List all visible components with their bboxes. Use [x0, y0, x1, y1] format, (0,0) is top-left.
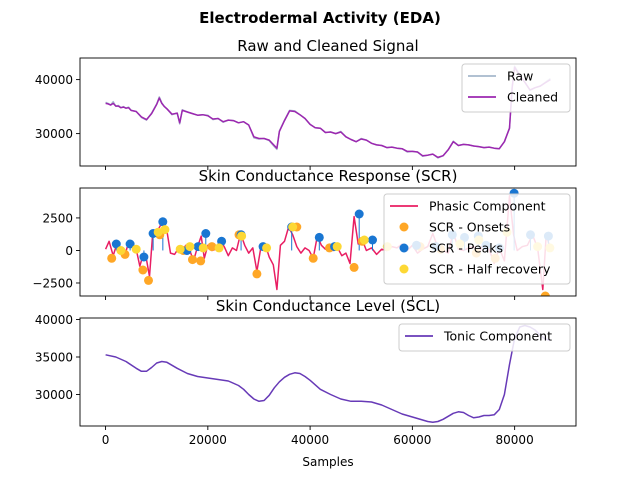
legend-box: [383, 193, 571, 285]
legend-box: [398, 323, 571, 352]
chart-panels: Raw and Cleaned Signal 30000 40000 Raw Clean…: [32, 37, 577, 469]
legend-item-scr-onsets: SCR - Onsets: [399, 220, 510, 235]
legend: Raw Cleaned: [461, 63, 571, 113]
marker-scr-half-recovery: [160, 225, 170, 235]
y-tick-label: −2500: [32, 276, 73, 290]
marker-scr-peaks: [125, 239, 135, 249]
y-tick-label: 30000: [35, 127, 73, 141]
y-tick-label: 0: [65, 244, 73, 258]
y-tick-label: 30000: [35, 388, 73, 402]
marker-scr-half-recovery: [288, 222, 298, 232]
marker-scr-onsets: [188, 255, 197, 265]
panel-title: Skin Conductance Response (SCR): [199, 167, 458, 185]
y-tick-label: 40000: [35, 73, 73, 87]
legend-item-scr-peaks: SCR - Peaks: [399, 241, 503, 256]
legend-item-cleaned: Cleaned: [468, 90, 558, 105]
marker-scr-onsets: [138, 265, 148, 275]
marker-scr-onsets: [349, 262, 359, 272]
plot-area: [105, 65, 551, 159]
marker-scr-onsets: [207, 242, 217, 252]
panel-2: Skin Conductance Response (SCR) −2500 0 250…: [32, 167, 577, 300]
series-line-tonic-component: [105, 324, 551, 424]
marker-scr-half-recovery: [116, 246, 126, 255]
marker-scr-half-recovery: [185, 242, 195, 252]
marker-scr-peaks: [201, 229, 211, 238]
legend: Phasic Component SCR - Onsets SCR - Peaks S…: [383, 193, 571, 285]
marker-scr-half-recovery: [175, 244, 185, 254]
legend-label: Tonic Component: [443, 329, 552, 344]
y-tick-label: 35000: [35, 351, 73, 365]
marker-scr-half-recovery: [332, 242, 342, 252]
panel-3: Skin Conductance Level (SCL) 30000 35000 40…: [35, 297, 577, 469]
legend-label: Raw: [507, 69, 533, 84]
axes-frame: [79, 187, 577, 297]
marker-scr-peaks: [368, 235, 377, 245]
legend-label: Cleaned: [507, 90, 558, 105]
marker-scr-half-recovery: [262, 243, 272, 253]
x-tick-label: 40000: [291, 433, 329, 447]
marker-scr-half-recovery: [198, 243, 208, 253]
legend-label: Phasic Component: [429, 199, 546, 214]
marker-scr-onsets: [308, 253, 318, 263]
x-axis-label: Samples: [302, 455, 353, 469]
marker-scr-half-recovery: [359, 235, 369, 245]
marker-scr-peaks: [354, 209, 364, 219]
marker-scr-half-recovery: [131, 244, 141, 254]
x-tick-label: 60000: [393, 433, 431, 447]
legend-item-raw: Raw: [468, 69, 533, 84]
legend: Tonic Component: [398, 323, 571, 352]
figure-title: Electrodermal Activity (EDA): [199, 9, 441, 27]
legend-label: SCR - Half recovery: [429, 262, 551, 277]
marker-scr-onsets: [196, 256, 206, 266]
marker-scr-half-recovery: [214, 243, 224, 253]
plot-area: [105, 324, 551, 424]
marker-scr-peaks: [111, 239, 121, 249]
marker-scr-peaks: [139, 252, 149, 262]
x-tick-label: 20000: [189, 433, 227, 447]
marker-scr-onsets: [252, 269, 262, 279]
legend-swatch: [399, 222, 409, 232]
y-tick-label: 2500: [42, 211, 73, 225]
legend-item-tonic-component: Tonic Component: [405, 329, 552, 344]
axes-frame: [79, 317, 577, 427]
panel-title: Raw and Cleaned Signal: [237, 37, 418, 55]
x-tick-label: 0: [102, 433, 110, 447]
series-line-cleaned: [105, 66, 551, 159]
legend-swatch: [399, 243, 409, 253]
y-tick-label: 40000: [35, 313, 73, 327]
axes-frame: [79, 57, 577, 167]
marker-scr-peaks: [158, 217, 168, 227]
panel-title: Skin Conductance Level (SCL): [216, 297, 440, 315]
legend-item-phasic-component: Phasic Component: [390, 199, 546, 214]
panel-1: Raw and Cleaned Signal 30000 40000 Raw Clean…: [35, 37, 577, 170]
x-tick-label: 80000: [496, 433, 534, 447]
marker-scr-onsets: [107, 253, 117, 263]
marker-scr-half-recovery: [237, 231, 247, 241]
legend-label: SCR - Onsets: [429, 220, 510, 235]
legend-label: SCR - Peaks: [429, 241, 503, 256]
marker-scr-onsets: [540, 291, 550, 296]
legend-swatch: [399, 264, 409, 274]
legend-item-scr-half-recovery: SCR - Half recovery: [399, 262, 551, 277]
marker-scr-peaks: [314, 232, 324, 242]
marker-scr-onsets: [144, 275, 153, 285]
